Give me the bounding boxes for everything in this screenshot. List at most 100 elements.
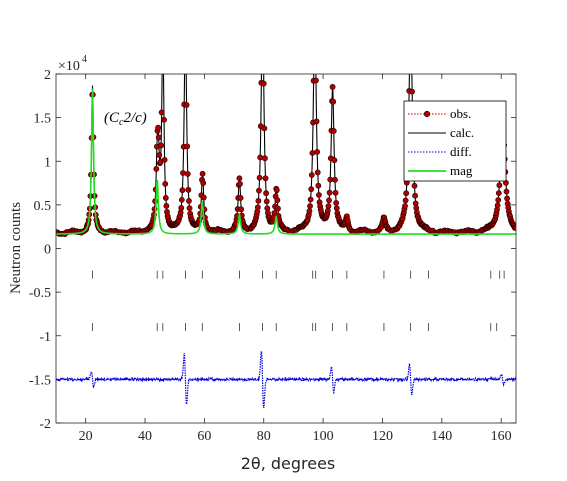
obs-point [271, 210, 278, 216]
obs-point [183, 29, 188, 34]
x-tick-label: 20 [79, 429, 93, 444]
legend-item-obs: obs. [408, 106, 471, 121]
obs-point [161, 156, 168, 163]
legend-box [403, 100, 507, 182]
obs-point [160, 60, 165, 65]
obs-point [504, 195, 510, 202]
obs-point [163, 203, 170, 209]
obs-point [183, 102, 190, 108]
obs-point [330, 128, 337, 134]
obs-point [409, 88, 416, 95]
obs-point [495, 197, 502, 203]
x-axis-title: 2θ, degrees [241, 454, 336, 473]
obs-point [331, 157, 338, 164]
obs-point [153, 166, 160, 172]
reflection-ticks-2 [92, 323, 498, 332]
obs-point [263, 198, 270, 205]
obs-point [333, 205, 340, 212]
obs-point [158, 109, 165, 116]
obs-point [308, 186, 315, 193]
obs-point [263, 190, 270, 197]
y-axis-title: Neutron counts [8, 202, 24, 294]
legend-item-diff: diff. [408, 144, 472, 159]
obs-point [161, 63, 166, 68]
obs-point [332, 189, 339, 196]
obs-point [307, 196, 314, 203]
obs-point [255, 197, 262, 204]
obs-point [314, 169, 321, 176]
obs-point [261, 28, 266, 33]
obs-point [306, 208, 313, 215]
obs-point [408, 28, 413, 33]
obs-point [236, 175, 243, 182]
obs-point [156, 152, 163, 158]
obs-point [262, 155, 268, 162]
obs-point [330, 98, 337, 105]
y-tick-label: 0 [44, 243, 51, 258]
obs-point [179, 187, 186, 194]
y-multiplier-exponent: 4 [82, 54, 87, 65]
obs-point [494, 202, 501, 209]
obs-point [155, 134, 162, 141]
y-tick-label: -0.5 [29, 286, 51, 301]
obs-point [158, 142, 164, 149]
obs-point [327, 176, 334, 183]
legend-label: mag [450, 163, 473, 178]
obs-point [274, 197, 281, 204]
series-group [56, 27, 516, 409]
obs-point [160, 31, 165, 36]
y-tick-label: -1.5 [29, 373, 51, 388]
obs-point [308, 172, 315, 178]
obs-point [185, 186, 192, 193]
x-tick-label: 80 [257, 429, 271, 444]
obs-point [315, 182, 322, 189]
obs-point [180, 170, 186, 176]
obs-point [496, 182, 503, 189]
obs-point [307, 203, 313, 209]
legend: obs. calc. diff. mag [403, 100, 507, 182]
obs-point [313, 118, 320, 125]
obs-point [408, 27, 413, 32]
obs-point [407, 49, 412, 54]
legend-item-calc: calc. [408, 125, 474, 140]
obs-point [325, 203, 332, 210]
y-tick-label: -2 [39, 417, 51, 432]
obs-point [256, 187, 262, 194]
y-tick-label: 2 [44, 68, 51, 83]
obs-point [312, 33, 317, 38]
obs-point [495, 190, 502, 197]
obs-point [186, 198, 192, 204]
obs-point [411, 182, 418, 189]
legend-label: calc. [450, 125, 474, 140]
obs-point [332, 176, 338, 183]
obs-point [237, 194, 244, 201]
legend-label: obs. [450, 106, 471, 121]
obs-point [162, 195, 169, 201]
obs-point [313, 32, 318, 37]
obs-point [186, 205, 193, 212]
obs-point [261, 125, 268, 132]
obs-point [238, 206, 245, 213]
legend-marker [423, 110, 431, 118]
obs-point [513, 225, 516, 231]
obs-point [184, 171, 191, 177]
obs-point [333, 200, 340, 206]
obs-point [314, 148, 321, 155]
mag-series-line [56, 88, 516, 235]
obs-point [312, 29, 317, 34]
obs-point [403, 190, 410, 197]
obs-point [182, 49, 187, 54]
obs-point [178, 205, 185, 211]
obs-point [412, 192, 418, 199]
obs-point [326, 189, 333, 196]
legend-item-mag: mag [408, 163, 473, 178]
obs-point [183, 49, 188, 54]
space-group-annotation: (Cc2/c) [104, 110, 147, 128]
y-multiplier-label: ×10 4 [58, 54, 87, 74]
obs-point [326, 197, 332, 204]
obs-point [316, 192, 322, 198]
obs-point [260, 80, 267, 87]
obs-point [260, 28, 265, 33]
obs-point [237, 180, 243, 187]
